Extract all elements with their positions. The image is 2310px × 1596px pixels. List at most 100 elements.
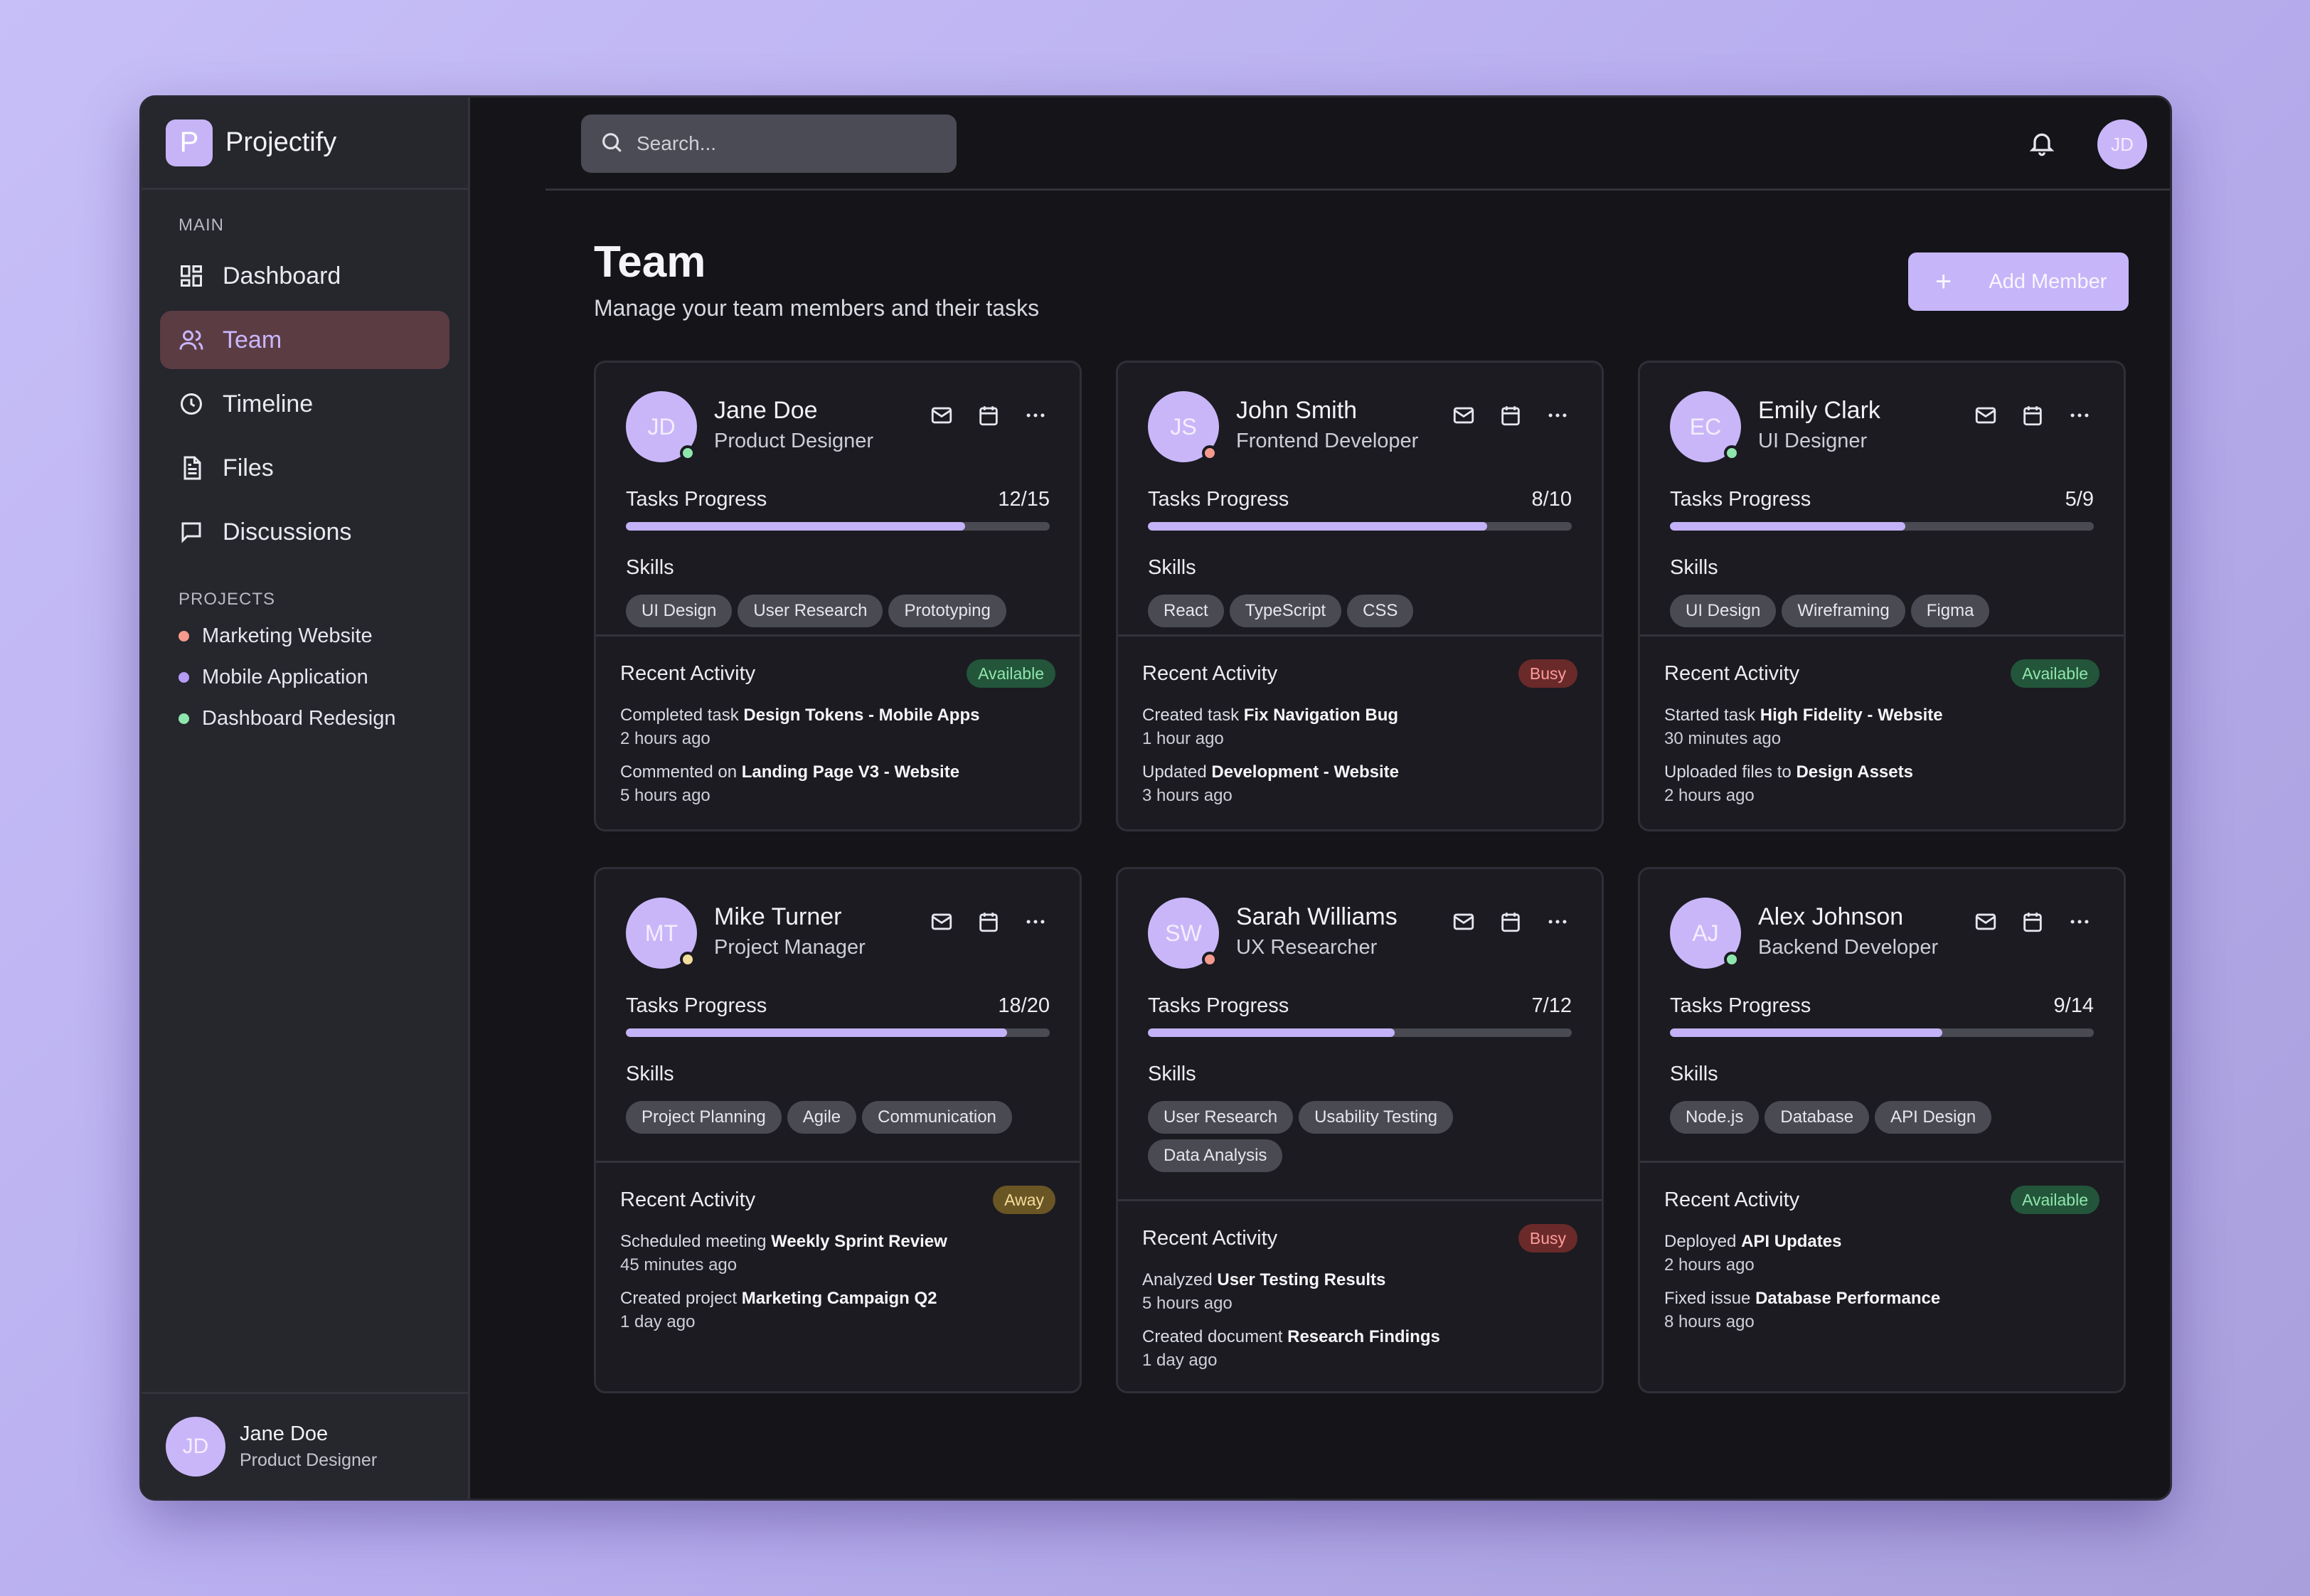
- skill-chip: User Research: [738, 595, 883, 627]
- nav-item-dashboard[interactable]: Dashboard: [160, 247, 449, 305]
- more-icon[interactable]: [1545, 403, 1570, 428]
- nav-label: Files: [223, 454, 274, 482]
- more-icon[interactable]: [2067, 403, 2092, 428]
- presence-dot: [1202, 445, 1218, 461]
- activity-text: Commented on: [620, 762, 742, 782]
- activity-target[interactable]: User Testing Results: [1217, 1270, 1386, 1289]
- mail-icon[interactable]: [929, 403, 954, 428]
- skill-chip: Prototyping: [888, 595, 1006, 627]
- mail-icon[interactable]: [1973, 403, 1998, 428]
- member-name: Sarah Williams: [1236, 903, 1398, 930]
- calendar-icon[interactable]: [2020, 909, 2045, 935]
- recent-activity-label: Recent Activity: [1142, 662, 1278, 685]
- file-icon: [179, 455, 204, 481]
- skill-chip: React: [1148, 595, 1224, 627]
- topbar: JD: [545, 97, 2170, 191]
- more-icon[interactable]: [2067, 909, 2092, 935]
- activity-text: Completed task: [620, 706, 744, 725]
- sidebar: P Projectify MAIN Dashboard Team T: [142, 97, 470, 1499]
- tasks-progress-bar: [626, 522, 1050, 531]
- activity-time: 2 hours ago: [1664, 1255, 1755, 1275]
- search-input[interactable]: [637, 132, 949, 155]
- activity-target[interactable]: Development - Website: [1211, 762, 1400, 782]
- brand[interactable]: P Projectify: [142, 97, 468, 190]
- add-member-button[interactable]: + Add Member: [1908, 252, 2129, 311]
- activity-target[interactable]: Weekly Sprint Review: [771, 1232, 947, 1251]
- skill-chip: TypeScript: [1229, 595, 1342, 627]
- activity-item: Completed task Design Tokens - Mobile Ap…: [620, 703, 979, 750]
- activity-target[interactable]: Marketing Campaign Q2: [741, 1289, 937, 1308]
- activity-target[interactable]: Landing Page V3 - Website: [741, 762, 960, 782]
- recent-activity-label: Recent Activity: [620, 662, 756, 685]
- project-item-mobile-application[interactable]: Mobile Application: [179, 656, 468, 698]
- avatar: MT: [626, 898, 697, 969]
- avatar: EC: [1670, 391, 1741, 462]
- member-name: Alex Johnson: [1758, 903, 1904, 930]
- skills-label: Skills: [1670, 556, 1718, 579]
- tasks-progress-value: 9/14: [2053, 994, 2094, 1017]
- calendar-icon[interactable]: [1498, 403, 1523, 428]
- calendar-icon[interactable]: [976, 909, 1001, 935]
- progress-fill: [626, 522, 965, 531]
- recent-activity-label: Recent Activity: [1142, 1227, 1278, 1250]
- mail-icon[interactable]: [1973, 909, 1998, 935]
- calendar-icon[interactable]: [1498, 909, 1523, 935]
- recent-activity-label: Recent Activity: [1664, 662, 1800, 685]
- card-actions: [1973, 909, 2092, 935]
- more-icon[interactable]: [1545, 909, 1570, 935]
- project-item-marketing-website[interactable]: Marketing Website: [179, 615, 468, 656]
- skill-chip: UI Design: [626, 595, 733, 627]
- nav-item-timeline[interactable]: Timeline: [160, 375, 449, 433]
- activity-target[interactable]: Design Assets: [1796, 762, 1913, 782]
- card-actions: [929, 403, 1048, 428]
- search-box[interactable]: [581, 115, 957, 173]
- page-title: Team: [594, 238, 706, 287]
- activity-item: Started task High Fidelity - Website 30 …: [1664, 703, 1943, 750]
- skill-chip: Data Analysis: [1148, 1139, 1283, 1172]
- activity-target[interactable]: API Updates: [1741, 1232, 1842, 1251]
- tasks-progress-label: Tasks Progress: [1148, 994, 1289, 1017]
- mail-icon[interactable]: [1451, 909, 1476, 935]
- nav-item-discussions[interactable]: Discussions: [160, 503, 449, 561]
- presence-dot: [680, 445, 696, 461]
- nav-item-files[interactable]: Files: [160, 439, 449, 497]
- sidebar-user[interactable]: JD Jane Doe Product Designer: [142, 1392, 468, 1499]
- activity-target[interactable]: Database Performance: [1755, 1289, 1941, 1308]
- nav-item-team[interactable]: Team: [160, 311, 449, 369]
- user-role: Product Designer: [240, 1449, 378, 1470]
- bell-icon[interactable]: [2028, 129, 2056, 157]
- skills-list: UI Design User Research Prototyping: [626, 595, 1050, 627]
- activity-text: Updated: [1142, 762, 1212, 782]
- mail-icon[interactable]: [1451, 403, 1476, 428]
- activity-target[interactable]: Fix Navigation Bug: [1243, 706, 1399, 725]
- presence-dot: [680, 952, 696, 967]
- skill-chip: Project Planning: [626, 1101, 782, 1134]
- recent-activity: Recent Activity Busy Created task Fix Na…: [1118, 634, 1602, 829]
- project-item-dashboard-redesign[interactable]: Dashboard Redesign: [179, 698, 468, 739]
- activity-target[interactable]: High Fidelity - Website: [1760, 706, 1943, 725]
- activity-text: Uploaded files to: [1664, 762, 1797, 782]
- presence-dot: [1724, 952, 1740, 967]
- recent-activity: Recent Activity Busy Analyzed User Testi…: [1118, 1199, 1602, 1391]
- avatar: AJ: [1670, 898, 1741, 969]
- activity-time: 2 hours ago: [620, 729, 710, 748]
- nav-label: Timeline: [223, 390, 314, 417]
- top-avatar[interactable]: JD: [2097, 119, 2147, 169]
- status-badge: Available: [2011, 659, 2099, 688]
- tasks-progress-label: Tasks Progress: [626, 994, 767, 1017]
- mail-icon[interactable]: [929, 909, 954, 935]
- skills-list: Project Planning Agile Communication: [626, 1101, 1050, 1134]
- calendar-icon[interactable]: [2020, 403, 2045, 428]
- activity-item: Created task Fix Navigation Bug 1 hour a…: [1142, 703, 1398, 750]
- activity-target[interactable]: Research Findings: [1287, 1327, 1440, 1346]
- more-icon[interactable]: [1023, 909, 1048, 935]
- calendar-icon[interactable]: [976, 403, 1001, 428]
- app-window: P Projectify MAIN Dashboard Team T: [139, 95, 2172, 1501]
- tasks-progress-bar: [1148, 1028, 1572, 1037]
- more-icon[interactable]: [1023, 403, 1048, 428]
- nav-label: Dashboard: [223, 262, 341, 289]
- activity-text: Created document: [1142, 1327, 1288, 1346]
- progress-fill: [1148, 522, 1487, 531]
- skills-list: UI Design Wireframing Figma: [1670, 595, 2094, 627]
- activity-target[interactable]: Design Tokens - Mobile Apps: [743, 706, 980, 725]
